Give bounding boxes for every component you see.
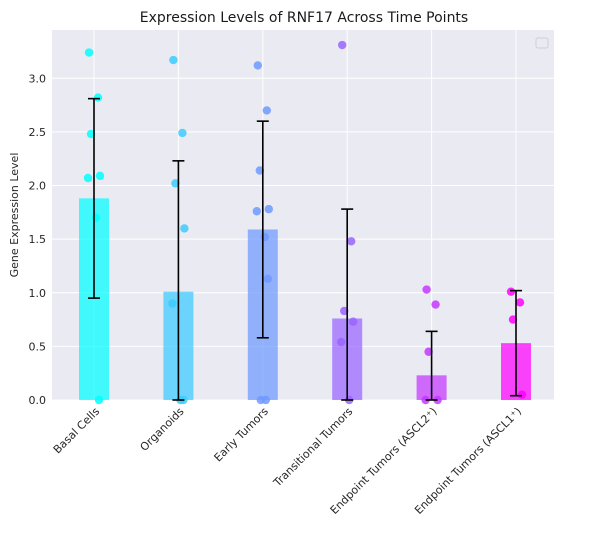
data-point <box>515 298 525 307</box>
data-point <box>347 237 356 246</box>
y-axis-label: Gene Expression Level <box>8 153 21 278</box>
chart-title: Expression Levels of RNF17 Across Time P… <box>140 10 468 26</box>
data-point <box>261 395 270 405</box>
data-point <box>94 395 104 405</box>
data-point <box>338 40 347 50</box>
x-tick-label: Transitional Tumors <box>270 405 355 490</box>
data-point <box>252 207 261 216</box>
y-tick-label: 1.0 <box>29 287 47 300</box>
data-point <box>91 213 101 222</box>
data-point <box>84 48 94 57</box>
data-point <box>424 347 433 356</box>
error-bars <box>88 97 522 401</box>
data-point <box>168 299 177 308</box>
y-tick-label: 2.0 <box>29 180 47 193</box>
data-points <box>83 40 527 405</box>
data-point <box>255 166 264 175</box>
legend-box <box>535 37 549 49</box>
data-point <box>86 129 96 139</box>
y-tick-label: 2.5 <box>29 126 47 139</box>
data-point <box>431 300 440 309</box>
data-point <box>517 390 527 399</box>
y-tick-label: 3.0 <box>29 72 47 85</box>
data-point <box>83 173 93 183</box>
y-tick-labels: 0.0 0.5 1.0 1.5 2.0 2.5 3.0 <box>29 72 47 407</box>
plot-background <box>52 30 554 400</box>
data-point <box>180 224 189 233</box>
y-tick-label: 0.0 <box>29 394 47 407</box>
y-tick-label: 0.5 <box>29 340 47 353</box>
data-point <box>260 232 269 242</box>
data-point <box>340 306 349 316</box>
data-point <box>263 274 272 284</box>
x-tick-label: Organoids <box>138 405 187 454</box>
data-point <box>262 106 271 115</box>
data-point <box>93 93 103 102</box>
data-point <box>422 285 431 294</box>
x-tick-label: Basal Cells <box>51 405 103 457</box>
data-point <box>349 317 358 326</box>
data-point <box>421 395 430 405</box>
y-tick-label: 1.5 <box>29 233 47 246</box>
data-point <box>171 179 180 188</box>
data-point <box>337 337 346 347</box>
data-point <box>253 61 262 70</box>
data-point <box>169 55 178 65</box>
data-point <box>508 315 518 324</box>
data-point <box>95 171 105 181</box>
data-point <box>506 287 516 296</box>
data-point <box>178 128 187 138</box>
x-tick-labels: Basal Cells Organoids Early Tumors Transiti… <box>51 405 524 517</box>
x-tick-label: Early Tumors <box>212 405 272 465</box>
data-point <box>264 204 273 214</box>
